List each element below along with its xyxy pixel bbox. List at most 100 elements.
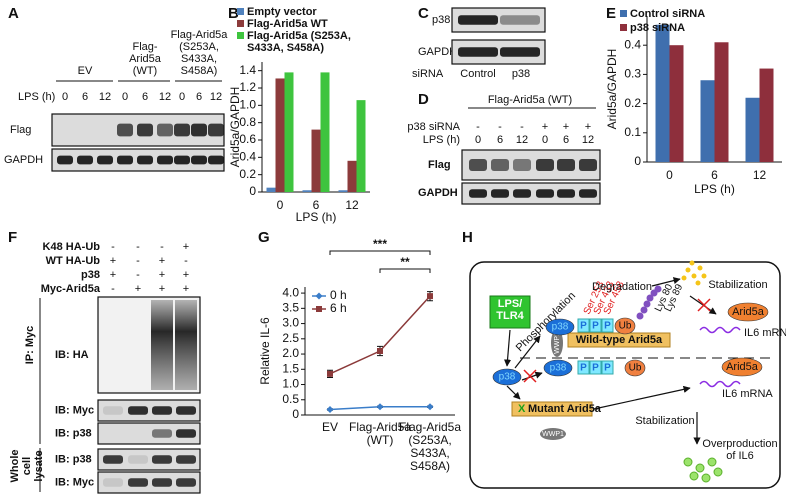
lane-label: 12 <box>210 91 222 103</box>
bar <box>320 72 330 192</box>
blot-label: IB: p38 <box>55 427 92 439</box>
lane-label: 6 <box>142 91 148 103</box>
significance-label: ** <box>400 255 410 269</box>
blot-label: Flag <box>10 124 31 136</box>
kinase <box>545 318 575 336</box>
y-tick-label: 1.0 <box>282 377 299 391</box>
ubiquitin <box>614 317 636 335</box>
lane-label: - <box>498 121 502 133</box>
y-tick-label: 0 <box>292 407 299 421</box>
ubiquitin-label: Ub <box>629 363 642 374</box>
bar <box>311 129 321 192</box>
y-tick-label: 0.4 <box>239 150 256 164</box>
y-tick-label: 1.0 <box>239 98 256 112</box>
blot-label: IB: p38 <box>55 453 92 465</box>
phosphate-label: P <box>580 363 587 374</box>
y-tick-label: 3.0 <box>282 316 299 330</box>
mrna <box>699 380 741 388</box>
blot-smear <box>151 300 173 390</box>
group-label: IP: Myc <box>24 326 36 365</box>
phosphate-label: P <box>604 321 611 332</box>
y-tick-label: 4.0 <box>282 285 299 299</box>
legend-marker <box>315 292 323 300</box>
process-label: Stabilization <box>708 279 767 291</box>
legend-swatch <box>620 10 627 17</box>
phosphate <box>601 318 614 333</box>
lane-label: - <box>136 255 140 267</box>
bar <box>302 190 312 192</box>
blot-label: IB: HA <box>55 349 89 361</box>
blot-band <box>458 47 498 57</box>
phosphate-label: P <box>604 363 611 374</box>
phosphate <box>589 318 602 333</box>
legend-label: p38 siRNA <box>630 22 686 34</box>
bar <box>700 80 715 162</box>
il6-particle <box>707 457 717 467</box>
legend-label: Flag-Arid5a WT <box>247 18 328 30</box>
y-tick-label: 3.5 <box>282 301 299 315</box>
lane-label: 12 <box>582 134 594 146</box>
lane-label: 12 <box>159 91 171 103</box>
y-tick-label: 0.3 <box>624 67 641 81</box>
marker <box>377 348 383 354</box>
protein <box>721 357 763 377</box>
phosphate-label: P <box>592 321 599 332</box>
panel-label: F <box>8 229 17 246</box>
arrow <box>593 385 691 410</box>
marker <box>326 406 334 414</box>
y-tick-label: 0.6 <box>239 132 256 146</box>
il6-particle <box>701 473 711 483</box>
blot-label: GAPDH <box>418 46 457 58</box>
blot-band <box>557 189 575 198</box>
blot-band <box>152 406 172 415</box>
blot-band <box>579 189 597 198</box>
kinase <box>543 359 573 377</box>
lane-label: + <box>159 283 165 295</box>
y-axis-label: Relative IL-6 <box>258 317 272 385</box>
group-label: Flag-Arid5a (WT) <box>129 41 161 77</box>
block-mark <box>697 298 711 312</box>
marker <box>426 403 434 411</box>
degraded-fragment <box>695 280 701 286</box>
lane-label: 0 <box>475 134 481 146</box>
row-label: siRNA <box>412 68 444 80</box>
blot-band <box>174 155 190 165</box>
lane-label: 6 <box>196 91 202 103</box>
bar <box>275 78 285 192</box>
legend-label: Flag-Arid5a (S253A, S433A, S458A) <box>247 30 351 54</box>
ubiquitin-label: Ub <box>619 321 632 332</box>
legend-label: 0 h <box>330 288 347 302</box>
blot-band <box>513 159 531 171</box>
blot-smear <box>175 300 197 390</box>
x-tick-label: 12 <box>345 198 359 212</box>
bar <box>745 97 760 162</box>
ub-chain <box>646 294 654 302</box>
blot-band <box>97 155 113 165</box>
protein-box <box>567 332 671 348</box>
significance-bracket <box>329 250 431 255</box>
blot <box>97 399 201 422</box>
blot-band <box>491 189 509 198</box>
lane-label: + <box>110 255 116 267</box>
blot-band <box>103 406 123 415</box>
legend-label: Empty vector <box>247 6 317 18</box>
y-tick-label: 0 <box>249 184 256 198</box>
blot-band <box>176 478 196 487</box>
lane-label: 0 <box>179 91 185 103</box>
lane-label: 12 <box>516 134 528 146</box>
legend-marker <box>316 306 322 312</box>
blot-band <box>157 123 173 137</box>
degraded-fragment <box>689 260 695 266</box>
x-tick-label: 12 <box>753 168 767 182</box>
blot-label: IB: Myc <box>55 404 94 416</box>
mrna <box>699 326 741 334</box>
lane-label: 12 <box>99 91 111 103</box>
ub-chain <box>654 285 662 293</box>
bar <box>284 72 294 192</box>
lane-label: - <box>136 269 140 281</box>
blot-band <box>469 159 487 171</box>
blot-band <box>208 155 224 165</box>
blot-band <box>176 429 196 438</box>
blot-band <box>536 159 554 171</box>
